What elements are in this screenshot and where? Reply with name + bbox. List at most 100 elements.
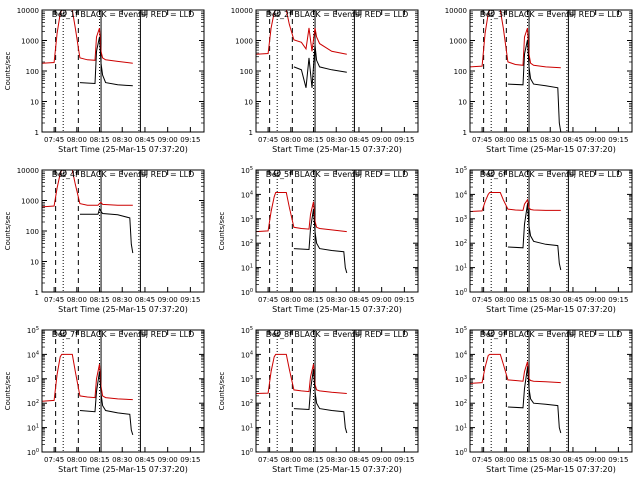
x-axis-label: Start Time (25-Mar-15 07:37:20) [58,305,188,314]
lld-series-line [470,353,561,384]
y-axis-label: Counts/sec [218,212,226,251]
y-tick-label: 10 [458,99,467,107]
x-axis-label: Start Time (25-Mar-15 07:37:20) [58,145,188,154]
y-tick-label: 100 [454,68,467,76]
y-tick-label: 101 [27,424,39,433]
x-tick-label: 09:15 [180,296,200,304]
x-tick-label: 08:00 [67,296,87,304]
x-tick-label: 09:15 [608,136,628,144]
plot-frame [41,329,205,453]
x-tick-label: 08:00 [281,456,301,464]
x-tick-label: 09:15 [394,296,414,304]
y-tick-label: 104 [455,190,467,199]
y-tick-label: 103 [241,375,253,384]
y-tick-label: 105 [241,166,253,175]
x-tick-label: 08:45 [135,456,155,464]
events-series-line [79,207,134,254]
x-tick-label: 08:00 [67,456,87,464]
y-axis-label: Counts/sec [218,372,226,411]
x-tick-label: 08:00 [281,296,301,304]
x-tick-label: 08:15 [517,296,537,304]
x-tick-label: 07:45 [44,136,64,144]
y-tick-label: 1000 [235,38,253,46]
x-tick-label: 08:30 [326,296,346,304]
x-tick-label: 09:00 [158,456,178,464]
plot-frame [255,329,419,453]
lld-series-line [256,192,347,233]
y-tick-label: 100 [241,448,253,457]
chart-title: Det_3f BLACK = Events, RED = LLD [480,10,623,19]
y-tick-label: 104 [241,190,253,199]
events-series-line [507,367,562,434]
lld-series-line [256,353,347,394]
chart-title: Det_6f BLACK = Events, RED = LLD [480,170,623,179]
x-tick-label: 08:45 [349,296,369,304]
plot-frame [469,329,633,453]
events-series-line [293,45,347,88]
x-tick-label: 08:00 [67,136,87,144]
x-tick-label: 09:15 [394,456,414,464]
chart-panel-3: 1 10 100 1000 10000 07:45 08:00 08:15 08:30 08:45… [445,7,633,154]
x-tick-label: 07:45 [258,296,278,304]
x-tick-label: 09:00 [586,136,606,144]
chart-panel-8: 100 101 102 103 104 105 07:45 08:00 08:15 08:30 08… [218,326,419,474]
chart-panel-7: 100 101 102 103 104 105 07:45 08:00 08:15 08:30 08… [4,326,205,474]
lld-series-line [42,353,133,402]
events-series-line [79,371,134,436]
x-tick-label: 08:45 [135,136,155,144]
x-tick-label: 08:15 [303,456,323,464]
y-tick-label: 10000 [445,7,467,15]
x-tick-label: 08:30 [540,456,560,464]
x-axis-label: Start Time (25-Mar-15 07:37:20) [272,305,402,314]
x-tick-label: 08:15 [89,136,109,144]
chart-title: Det_9f BLACK = Events, RED = LLD [480,330,623,339]
y-axis-label: Counts/sec [4,372,12,411]
plot-frame [41,9,205,133]
x-tick-label: 09:15 [180,136,200,144]
x-tick-label: 08:30 [540,136,560,144]
events-series-line [507,39,562,132]
x-tick-label: 08:45 [563,296,583,304]
x-tick-label: 08:45 [135,296,155,304]
y-tick-label: 1 [463,129,467,137]
lld-series-line [42,170,133,208]
x-tick-label: 09:00 [586,296,606,304]
y-tick-label: 104 [455,350,467,359]
y-tick-label: 103 [455,375,467,384]
x-tick-label: 07:45 [472,456,492,464]
chart-title: Det_5f BLACK = Events, RED = LLD [266,170,409,179]
y-tick-label: 10000 [17,7,39,15]
x-tick-label: 07:45 [44,456,64,464]
lld-series-line [470,10,561,69]
y-tick-label: 1000 [21,198,39,206]
y-tick-label: 101 [241,424,253,433]
x-tick-label: 09:00 [158,136,178,144]
x-tick-label: 09:00 [372,136,392,144]
x-tick-label: 08:00 [281,136,301,144]
x-tick-label: 09:15 [394,136,414,144]
y-tick-label: 100 [26,228,39,236]
y-tick-label: 105 [455,326,467,335]
y-tick-label: 104 [27,350,39,359]
x-tick-label: 08:30 [112,136,132,144]
chart-title: Det_2f BLACK = Events, RED = LLD [266,10,409,19]
x-axis-label: Start Time (25-Mar-15 07:37:20) [486,465,616,474]
x-tick-label: 08:45 [349,136,369,144]
x-tick-label: 08:45 [563,456,583,464]
y-tick-label: 1 [35,289,39,297]
x-tick-label: 08:15 [517,136,537,144]
x-tick-label: 07:45 [258,136,278,144]
x-axis-label: Start Time (25-Mar-15 07:37:20) [272,145,402,154]
x-tick-label: 08:15 [89,296,109,304]
x-tick-label: 08:15 [303,296,323,304]
x-tick-label: 08:15 [89,456,109,464]
y-tick-label: 1 [249,129,253,137]
x-tick-label: 08:30 [326,136,346,144]
x-tick-label: 08:00 [495,296,515,304]
chart-title: Det_4f BLACK = Events, RED = LLD [52,170,195,179]
x-tick-label: 08:30 [326,456,346,464]
y-tick-label: 10 [30,259,39,267]
lld-series-line [256,10,347,55]
y-tick-label: 102 [241,239,253,248]
y-tick-label: 1000 [449,38,467,46]
